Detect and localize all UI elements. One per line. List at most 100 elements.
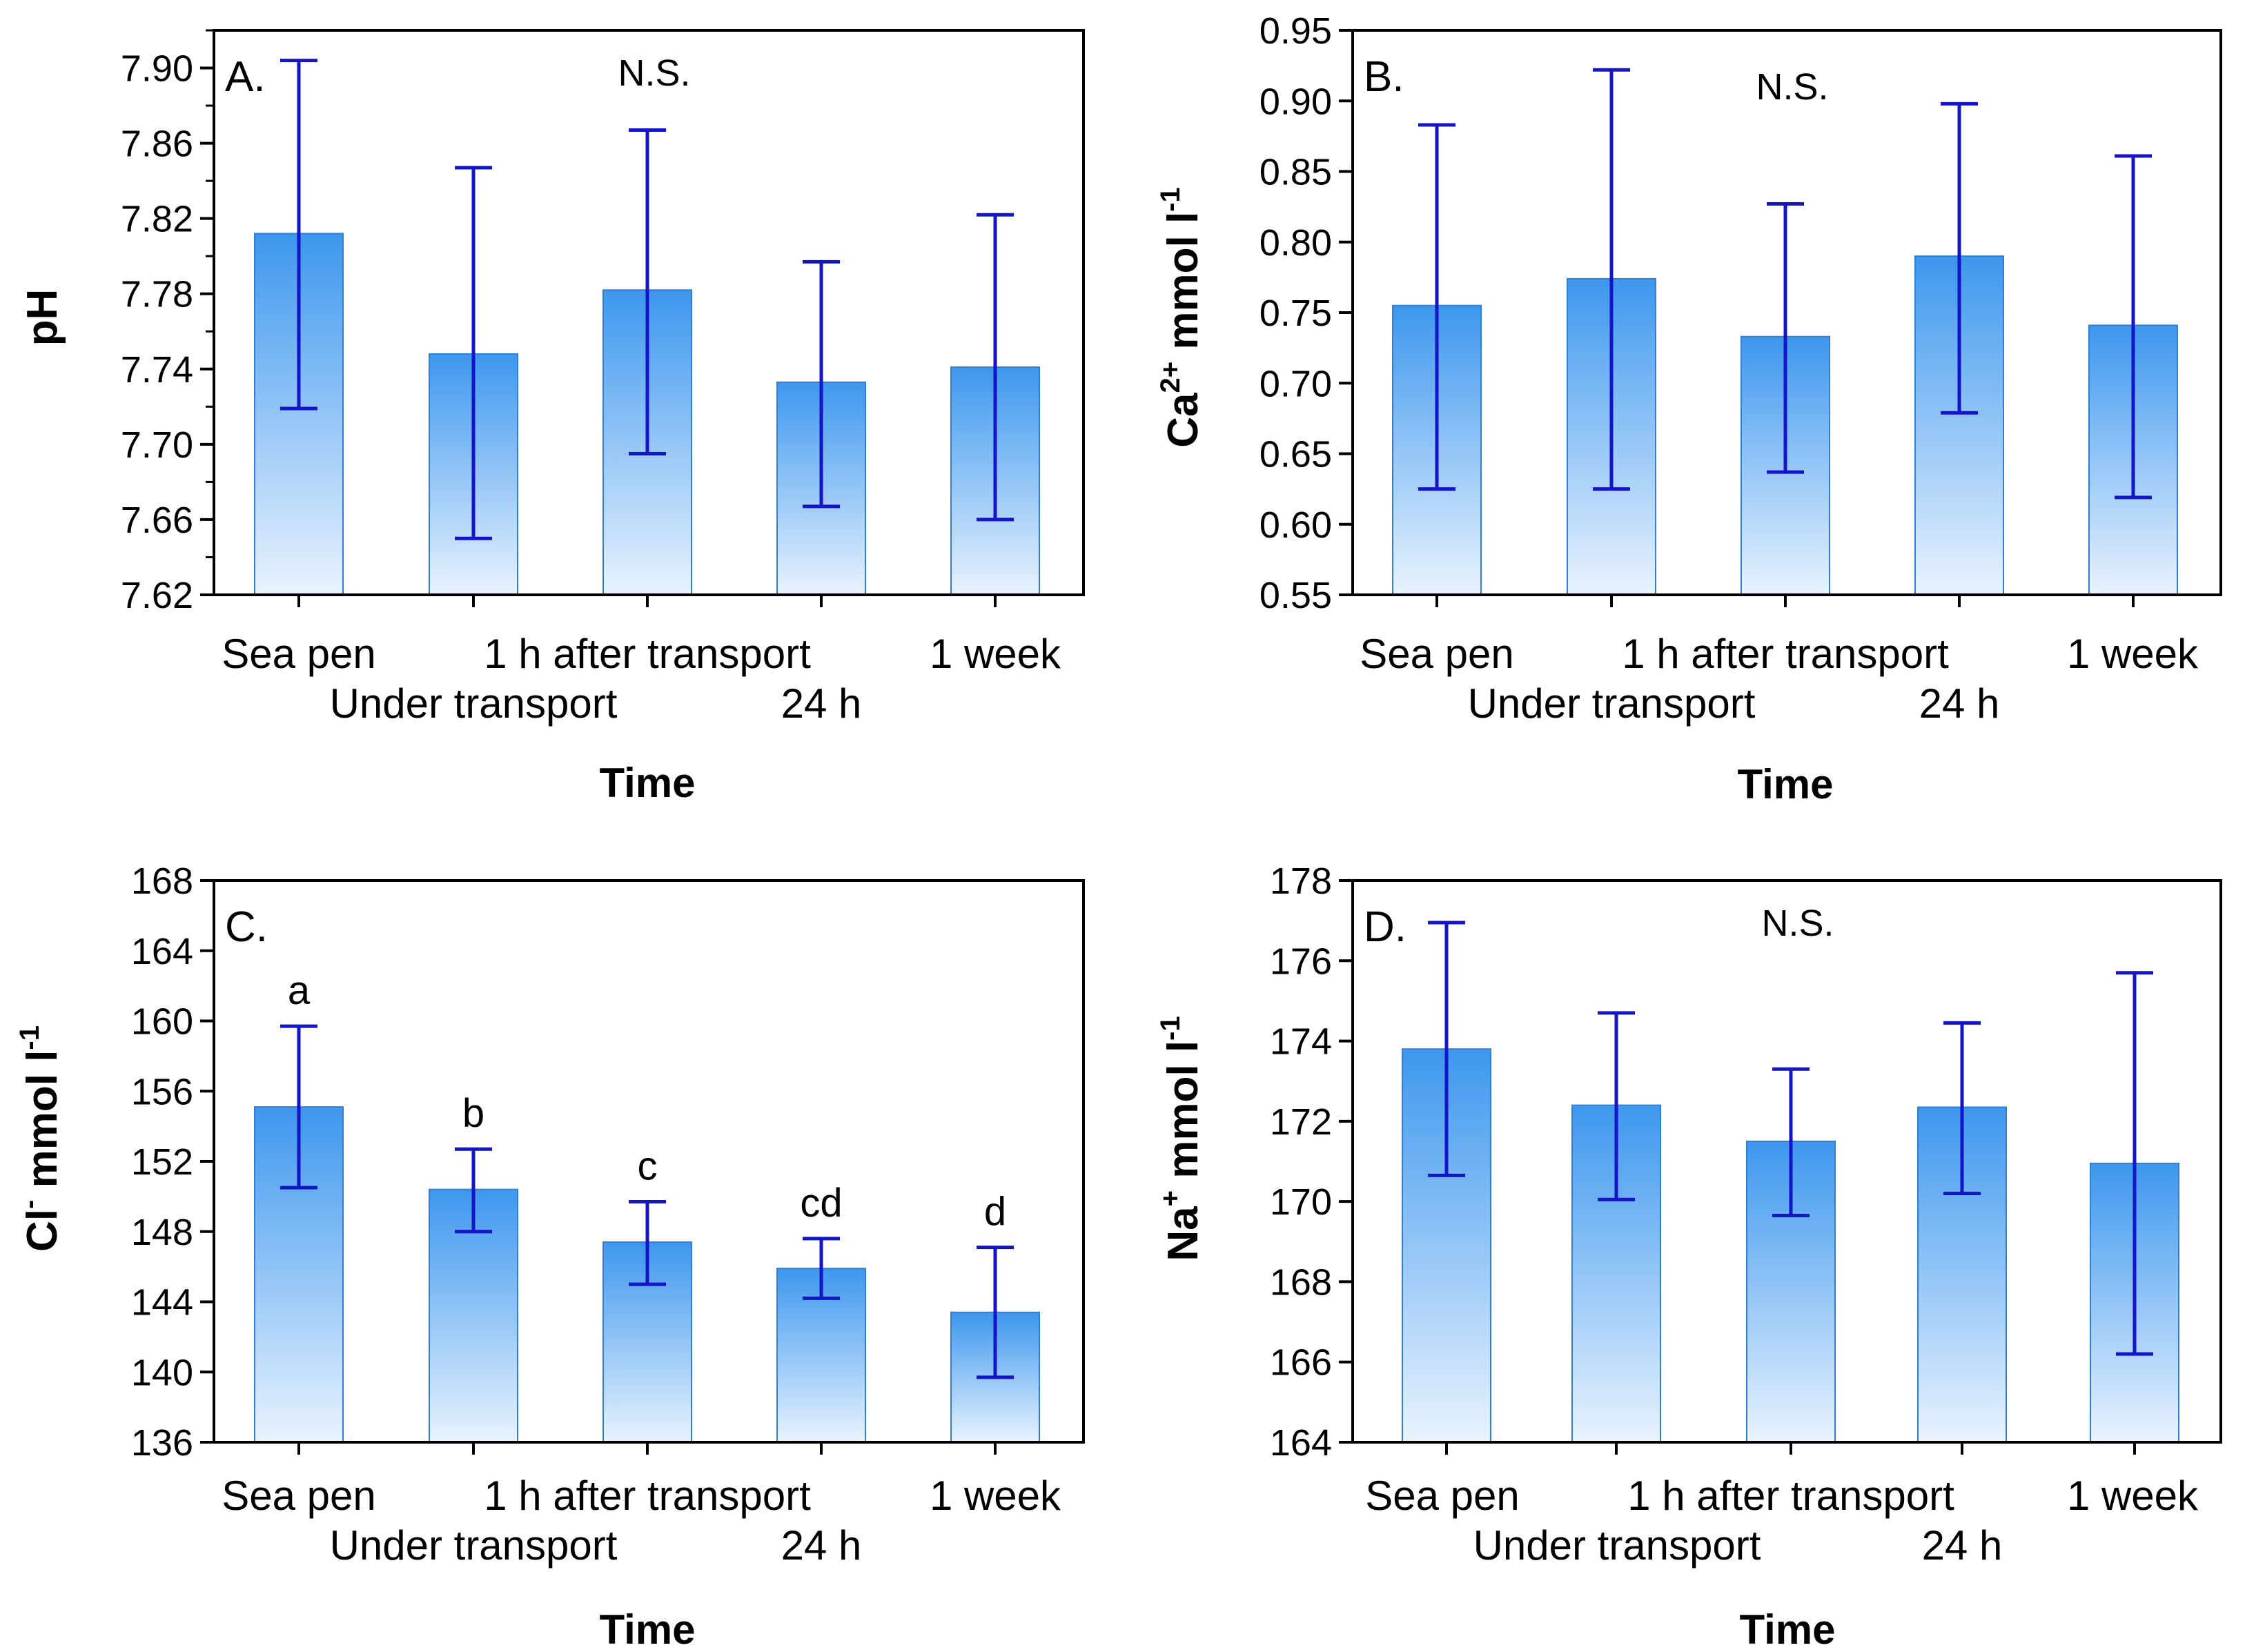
panel-c-ylabel: Cl- mmol l-1 xyxy=(14,1025,66,1252)
panel-a-category-labels: Sea pen 1 h after transport 1 week Under… xyxy=(222,631,1061,727)
y-tick-label: 166 xyxy=(1270,1342,1332,1384)
panel-c-category-labels: Sea pen 1 h after transport 1 week Under… xyxy=(222,1473,1061,1569)
y-tick-label: 0.90 xyxy=(1259,81,1332,122)
y-tick-label: 168 xyxy=(1270,1261,1332,1303)
y-tick-label: 174 xyxy=(1270,1021,1332,1063)
error-bar-1h-after-transport xyxy=(1767,202,1804,474)
panel-b-ylabel: Ca2+ mmol l-1 xyxy=(1155,187,1207,447)
panel-b-plot: 0.55 0.60 0.65 0.70 0.75 0.80 0.85 0.90 0.95 B. N.… xyxy=(1259,10,2222,616)
error-bar-1-week xyxy=(977,1246,1014,1379)
y-tick-label: 170 xyxy=(1270,1181,1332,1223)
panel-c-plot: a b c cd d 136 140 144 148 152 156 160 164 168 C. xyxy=(131,861,1085,1464)
error-bar-24h xyxy=(1943,1021,1981,1196)
ns-annotation: N.S. xyxy=(1761,903,1834,944)
y-tick-label: 0.85 xyxy=(1259,152,1332,193)
error-bar-1h-after-transport xyxy=(1772,1067,1810,1217)
panel-label: A. xyxy=(225,53,266,101)
significance-label-1h-after-transport: c xyxy=(638,1144,658,1189)
y-tick-label: 7.78 xyxy=(121,274,193,315)
panel-label: B. xyxy=(1364,53,1404,101)
y-tick-label: 0.75 xyxy=(1259,293,1332,334)
y-tick-label: 136 xyxy=(131,1422,193,1464)
y-tick-label: 7.90 xyxy=(121,48,193,90)
y-tick-label: 7.62 xyxy=(121,575,193,616)
panel-d-ylabel: Na+ mmol l-1 xyxy=(1155,1016,1207,1261)
y-tick-label: 0.70 xyxy=(1259,363,1332,404)
error-bar-1-week xyxy=(2116,971,2153,1356)
significance-label-sea-pen: a xyxy=(288,968,311,1013)
cat-label-sea-pen: Sea pen xyxy=(222,631,376,677)
plot-frame xyxy=(1351,879,2222,1444)
y-tick-label: 160 xyxy=(131,1001,193,1043)
panel-c-xlabel: Time xyxy=(600,1606,696,1652)
panel-c: a b c cd d 136 140 144 148 152 156 160 164 168 C. Cl- … xyxy=(14,861,1085,1652)
y-tick-label: 172 xyxy=(1270,1101,1332,1143)
cat-label-1h-after: 1 h after transport xyxy=(1627,1473,1954,1519)
error-bar-1h-after-transport xyxy=(629,1200,666,1286)
y-tick-label: 7.86 xyxy=(121,124,193,165)
panel-a-plot: 7.62 7.66 7.70 7.74 7.78 7.82 7.86 7.90 A. N.S. xyxy=(121,29,1085,616)
error-bar-under-transport xyxy=(455,1147,492,1234)
y-tick-label: 164 xyxy=(131,931,193,972)
y-tick-label: 148 xyxy=(131,1212,193,1253)
panel-b-xlabel: Time xyxy=(1738,761,1834,807)
cat-label-under-transport: Under transport xyxy=(1468,680,1756,727)
cat-label-1-week: 1 week xyxy=(930,1473,1061,1519)
error-bar-sea-pen xyxy=(280,1024,317,1190)
error-bar-1h-after-transport xyxy=(629,128,666,455)
error-bar-sea-pen xyxy=(280,59,317,411)
cat-label-sea-pen: Sea pen xyxy=(222,1473,376,1519)
y-tick-label: 164 xyxy=(1270,1422,1332,1464)
y-tick-label: 178 xyxy=(1270,861,1332,902)
panel-d-xlabel: Time xyxy=(1740,1606,1836,1652)
y-tick-label: 0.80 xyxy=(1259,222,1332,264)
y-tick-label: 0.55 xyxy=(1259,575,1332,616)
cat-label-sea-pen: Sea pen xyxy=(1365,1473,1520,1519)
panel-label: C. xyxy=(225,903,268,951)
error-bar-sea-pen xyxy=(1428,921,1465,1177)
error-bar-1-week xyxy=(2115,154,2152,500)
error-bar-under-transport xyxy=(1598,1011,1635,1201)
error-bar-sea-pen xyxy=(1418,123,1455,491)
cat-label-24h: 24 h xyxy=(1922,1522,2003,1569)
ns-annotation: N.S. xyxy=(618,52,690,94)
y-tick-label: 0.65 xyxy=(1259,434,1332,475)
panel-a-xlabel: Time xyxy=(600,760,696,806)
y-tick-label: 7.74 xyxy=(121,349,193,391)
y-tick-label: 176 xyxy=(1270,941,1332,982)
y-tick-label: 0.95 xyxy=(1259,10,1332,52)
panel-d: 164 166 168 170 172 174 176 178 D. N.S. Na+ mmol … xyxy=(1155,861,2222,1652)
panel-b-category-labels: Sea pen 1 h after transport 1 week Under… xyxy=(1360,631,2199,727)
y-tick-label: 152 xyxy=(131,1141,193,1183)
cat-label-24h: 24 h xyxy=(1919,680,2000,727)
cat-label-1-week: 1 week xyxy=(2067,631,2199,677)
cat-label-under-transport: Under transport xyxy=(330,1522,618,1569)
panel-a: 7.62 7.66 7.70 7.74 7.78 7.82 7.86 7.90 A. N.S. p… xyxy=(19,29,1085,806)
error-bar-under-transport xyxy=(1593,68,1630,491)
y-tick-label: 7.66 xyxy=(121,500,193,541)
significance-label-under-transport: b xyxy=(462,1091,484,1136)
y-tick-label: 144 xyxy=(131,1282,193,1324)
cat-label-24h: 24 h xyxy=(781,680,862,727)
panel-a-ylabel: pH xyxy=(19,289,66,346)
ns-annotation: N.S. xyxy=(1756,66,1828,108)
cat-label-1-week: 1 week xyxy=(930,631,1061,677)
error-bar-24h xyxy=(803,259,840,509)
significance-label-24h: cd xyxy=(800,1181,842,1226)
error-bar-24h xyxy=(803,1237,840,1300)
y-tick-label: 0.60 xyxy=(1259,504,1332,546)
cat-label-1h-after: 1 h after transport xyxy=(1622,631,1949,677)
cat-label-under-transport: Under transport xyxy=(330,680,618,727)
y-tick-label: 140 xyxy=(131,1352,193,1393)
panel-b: 0.55 0.60 0.65 0.70 0.75 0.80 0.85 0.90 0.95 B. N.… xyxy=(1155,10,2222,807)
cat-label-1h-after: 1 h after transport xyxy=(484,631,811,677)
y-tick-label: 7.70 xyxy=(121,424,193,466)
cat-label-under-transport: Under transport xyxy=(1473,1522,1761,1569)
panel-label: D. xyxy=(1364,903,1406,951)
y-tick-label: 7.82 xyxy=(121,199,193,240)
error-bar-under-transport xyxy=(455,166,492,540)
significance-label-1-week: d xyxy=(984,1190,1006,1235)
error-bar-24h xyxy=(1941,101,1978,415)
cat-label-1h-after: 1 h after transport xyxy=(484,1473,811,1519)
